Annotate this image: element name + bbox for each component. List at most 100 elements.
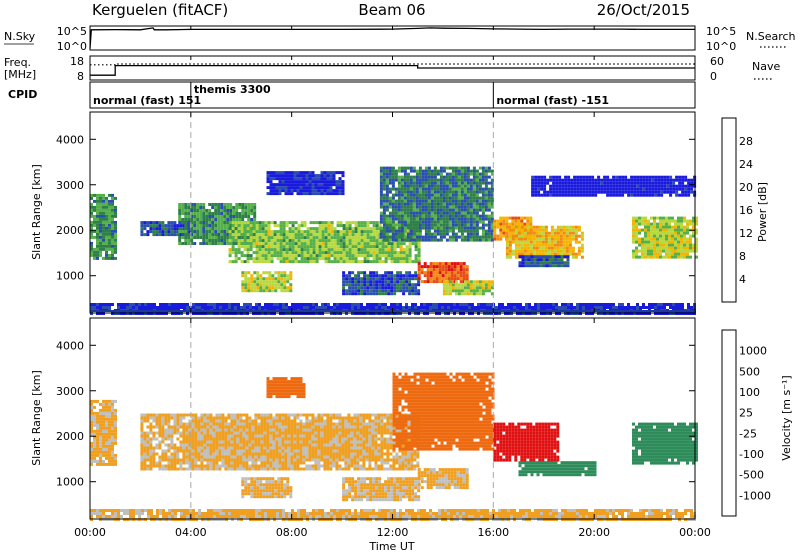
heatmap-cell [102,426,105,430]
heatmap-cell [438,277,442,281]
heatmap-cell [360,224,364,228]
heatmap-cell [484,205,488,209]
heatmap-cell [318,227,322,231]
heatmap-cell [178,206,182,209]
heatmap-cell [282,254,286,258]
heatmap-cell [390,245,394,249]
heatmap-cell [385,184,389,188]
heatmap-cell [305,189,309,193]
heatmap-cell [384,306,387,309]
heatmap-cell [662,237,665,241]
heatmap-cell [102,417,105,421]
heatmap-cell [430,172,434,176]
heatmap-cell [612,181,616,185]
heatmap-cell [668,243,671,247]
heatmap-cell [457,211,461,215]
heatmap-cell [540,193,544,197]
heatmap-cell [427,232,431,236]
heatmap-cell [481,292,485,296]
heatmap-cell [668,237,671,241]
heatmap-cell [129,306,132,309]
heatmap-cell [357,260,361,264]
heatmap-cell [231,227,235,231]
heatmap-cell [379,199,383,203]
heatmap-cell [538,231,542,235]
heatmap-cell [606,178,610,182]
heatmap-cell [417,271,421,275]
heatmap-cell [105,303,108,306]
heatmap-cell [411,260,415,264]
heatmap-cell [372,260,376,264]
heatmap-cell [357,224,361,228]
heatmap-cell [147,303,150,306]
heatmap-cell [460,223,464,227]
heatmap-cell [511,216,515,220]
heatmap-cell [114,214,117,218]
heatmap-cell [247,212,251,215]
heatmap-cell [208,230,212,233]
heatmap-cell [363,283,367,287]
heatmap-cell [624,178,628,182]
heatmap-cell [311,177,315,181]
heatmap-cell [288,254,292,258]
heatmap-cell [326,171,330,175]
heatmap-cell [660,184,664,188]
heatmap-cell [231,251,235,255]
heatmap-cell [551,261,555,265]
heatmap-cell [638,231,641,235]
heatmap-cell [439,202,443,206]
heatmap-cell [463,238,467,242]
heatmap-cell [375,233,379,237]
heatmap-cell [582,303,585,306]
heatmap-cell [591,175,595,179]
heatmap-cell [290,192,294,196]
heatmap-cell [327,245,331,249]
heatmap-cell [111,405,114,409]
heatmap-cell [158,230,162,234]
heatmap-cell [556,243,560,247]
heatmap-cell [642,187,646,191]
heatmap-cell [638,255,641,259]
heatmap-cell [666,303,669,306]
heatmap-cell [585,184,589,188]
heatmap-cell [662,234,665,238]
heatmap-cell [305,186,309,190]
heatmap-cell [357,274,361,278]
heatmap-cell [238,218,242,221]
heatmap-cell [345,242,349,246]
heatmap-cell [560,258,564,262]
heatmap-cell [465,277,469,281]
heatmap-cell [173,224,177,228]
heatmap-cell [559,249,563,253]
heatmap-cell [111,420,114,424]
heatmap-cell [466,169,470,173]
heatmap-cell [379,202,383,206]
heatmap-cell [520,231,524,235]
heatmap-cell [657,175,661,179]
heatmap-cell [272,192,276,196]
heatmap-cell [243,254,247,258]
heatmap-cell [418,217,422,221]
heatmap-cell [448,172,452,176]
heatmap-cell [333,248,337,252]
heatmap-cell [255,251,259,255]
heatmap-cell [531,181,535,185]
heatmap-cell [442,187,446,191]
heatmap-cell [514,249,518,253]
heatmap-cell [429,268,433,272]
heatmap-cell [445,292,449,296]
heatmap-cell [249,233,253,237]
heatmap-cell [351,283,355,287]
heatmap-cell [258,221,262,225]
heatmap-cell [99,223,102,227]
heatmap-cell [211,212,215,215]
heatmap-cell [226,242,230,245]
heatmap-cell [530,258,534,262]
heatmap-cell [460,187,464,191]
heatmap-cell [451,223,455,227]
power-heatmap-cells [90,166,698,315]
heatmap-cell [342,239,346,243]
heatmap-cell [275,171,279,175]
heatmap-cell [472,220,476,224]
heatmap-cell [302,189,306,193]
